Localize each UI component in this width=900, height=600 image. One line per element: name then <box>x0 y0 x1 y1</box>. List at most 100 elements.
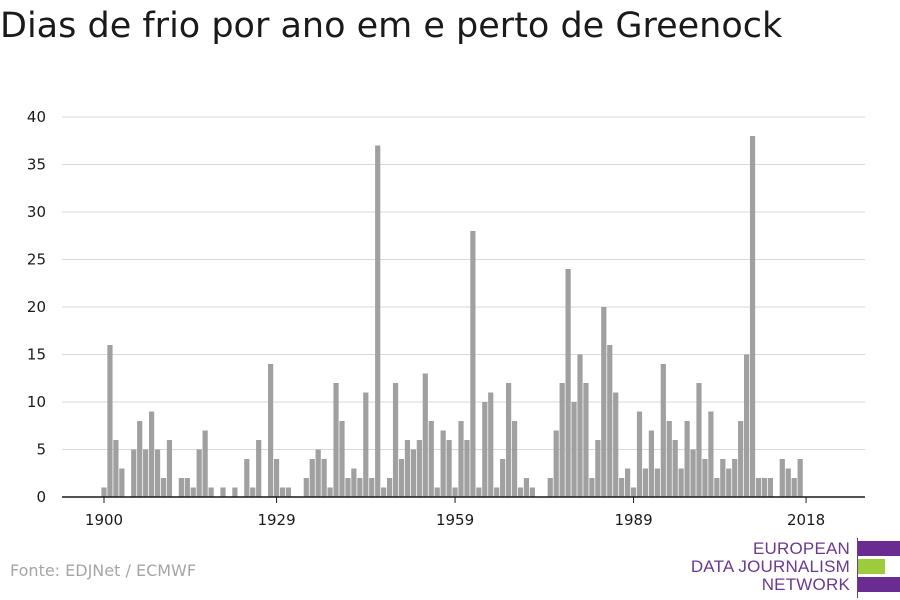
bar-1951 <box>404 440 411 497</box>
x-tick-label: 2018 <box>787 511 825 529</box>
bar-1978 <box>565 269 571 497</box>
bar-1915 <box>190 487 196 497</box>
bar-1913 <box>178 478 184 497</box>
bar-1928 <box>268 364 274 497</box>
bar-1976 <box>553 430 559 497</box>
bar-1980 <box>577 354 583 497</box>
bar-2010 <box>755 478 762 497</box>
bar-2014 <box>779 459 785 497</box>
bar-2007 <box>738 421 744 497</box>
bar-1900 <box>101 487 107 497</box>
bar-1971 <box>523 478 530 497</box>
bar-1911 <box>166 440 173 497</box>
bar-1953 <box>416 440 422 497</box>
bar-1964 <box>482 402 488 497</box>
bar-1962 <box>470 231 476 497</box>
bar-2006 <box>732 459 738 497</box>
bar-1940 <box>339 421 345 497</box>
bar-1922 <box>232 487 238 497</box>
bar-1930 <box>279 487 286 497</box>
x-tick-label: 1900 <box>85 511 123 529</box>
bar-1993 <box>654 468 660 497</box>
y-tick-label: 10 <box>27 393 46 411</box>
bar-1960 <box>458 421 464 497</box>
chart-title: Dias de frio por ano em e perto de Green… <box>0 6 783 46</box>
x-axis: 1900 1929 1959 1989 2018 <box>62 496 865 529</box>
y-tick-label: 25 <box>27 251 46 269</box>
bar-1901 <box>107 345 113 497</box>
bar-1914 <box>184 478 190 497</box>
source-note: Fonte: EDJNet / ECMWF <box>10 561 197 580</box>
bar-1972 <box>529 487 535 497</box>
y-tick-label: 35 <box>27 156 46 174</box>
y-tick-label: 5 <box>36 441 46 459</box>
bar-1934 <box>303 478 309 497</box>
logo-line-2: DATA JOURNALISM <box>690 557 850 576</box>
bar-2004 <box>720 459 726 497</box>
bar-1995 <box>666 421 672 497</box>
y-tick-label: 40 <box>27 108 46 126</box>
bar-1957 <box>440 430 446 497</box>
bar-1969 <box>511 421 518 497</box>
bar-1954 <box>422 373 428 497</box>
bar-1977 <box>559 383 565 497</box>
bar-1996 <box>672 440 678 497</box>
bar-1982 <box>589 478 595 497</box>
bar-1958 <box>446 440 452 497</box>
bar-1945 <box>369 478 375 497</box>
bar-1925 <box>250 487 256 497</box>
bar-1967 <box>500 459 506 497</box>
bar-1908 <box>149 411 155 497</box>
y-tick-label: 30 <box>27 203 46 221</box>
bar-2001 <box>702 459 708 497</box>
bar-1950 <box>398 459 405 497</box>
bar-2009 <box>749 136 756 497</box>
logo-line-3: NETWORK <box>761 575 850 594</box>
x-tick-label: 1929 <box>257 511 295 529</box>
bar-2000 <box>696 383 702 497</box>
y-tick-label: 20 <box>27 298 46 316</box>
bar-2002 <box>708 411 714 497</box>
y-tick-label: 15 <box>27 346 46 364</box>
edjnet-logo[interactable]: EUROPEAN DATA JOURNALISM NETWORK <box>691 538 900 598</box>
x-tick-label: 1989 <box>614 511 652 529</box>
bar-1949 <box>392 383 399 497</box>
bar-1905 <box>131 449 137 497</box>
grid-lines <box>62 116 865 450</box>
bar-1937 <box>321 459 327 497</box>
bar-1963 <box>476 487 482 497</box>
bar-1924 <box>244 459 250 497</box>
bar-1986 <box>613 392 619 497</box>
bar-1918 <box>208 487 214 497</box>
bar-1961 <box>464 440 470 497</box>
bar-2015 <box>785 468 791 497</box>
y-tick-label: 0 <box>36 488 46 506</box>
bar-1990 <box>636 411 643 497</box>
bar-1975 <box>547 478 553 497</box>
bar-2012 <box>767 478 773 497</box>
bar-2003 <box>714 478 720 497</box>
bar-2017 <box>797 459 803 497</box>
bar-1984 <box>601 307 607 497</box>
bar-1998 <box>684 421 690 497</box>
logo-bar-purple-bottom <box>858 577 900 592</box>
bar-1970 <box>517 487 524 497</box>
bar-1906 <box>137 421 143 497</box>
bar-1968 <box>506 383 512 497</box>
bar-1909 <box>154 449 161 497</box>
bar-2016 <box>791 478 797 497</box>
bar-1952 <box>410 449 416 497</box>
bars <box>101 136 803 497</box>
bar-1947 <box>381 487 387 497</box>
bar-1938 <box>327 487 333 497</box>
logo-line-1: EUROPEAN <box>752 539 850 558</box>
bar-1907 <box>143 449 149 497</box>
bar-2011 <box>761 478 768 497</box>
bar-1981 <box>583 383 589 497</box>
bar-1920 <box>220 487 226 497</box>
bar-1959 <box>452 487 458 497</box>
bar-1988 <box>625 468 631 497</box>
bar-1935 <box>309 459 315 497</box>
bar-1987 <box>619 478 625 497</box>
bar-1929 <box>273 459 280 497</box>
